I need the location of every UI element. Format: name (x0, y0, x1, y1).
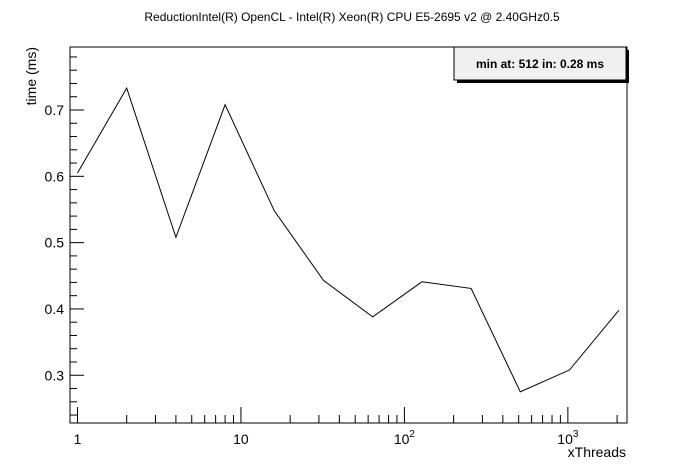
x-tick-label: 1 (74, 431, 82, 447)
chart-title: ReductionIntel(R) OpenCL - Intel(R) Xeon… (144, 10, 560, 24)
series-line (77, 86, 620, 393)
y-tick-label: 0.3 (45, 367, 65, 383)
y-tick-label: 0.4 (45, 301, 65, 317)
x-tick-labels: 1 10 102 103 (74, 429, 579, 447)
y-tick-label: 0.6 (45, 168, 65, 184)
legend-text: min at: 512 in: 0.28 ms (476, 57, 604, 71)
x-tick-label: 103 (557, 429, 579, 447)
legend-box: min at: 512 in: 0.28 ms (453, 46, 629, 83)
x-tick-label: 10 (233, 431, 249, 447)
y-tick-label: 0.7 (45, 102, 65, 118)
y-tick-label: 0.5 (45, 235, 65, 251)
y-axis-title: time (ms) (23, 47, 39, 105)
x-axis-title: xThreads (568, 444, 626, 460)
x-tick-label: 102 (394, 429, 416, 447)
plot-frame (69, 46, 628, 424)
axis-ticks (70, 56, 618, 423)
y-tick-labels: 0.3 0.4 0.5 0.6 0.7 (45, 102, 65, 383)
